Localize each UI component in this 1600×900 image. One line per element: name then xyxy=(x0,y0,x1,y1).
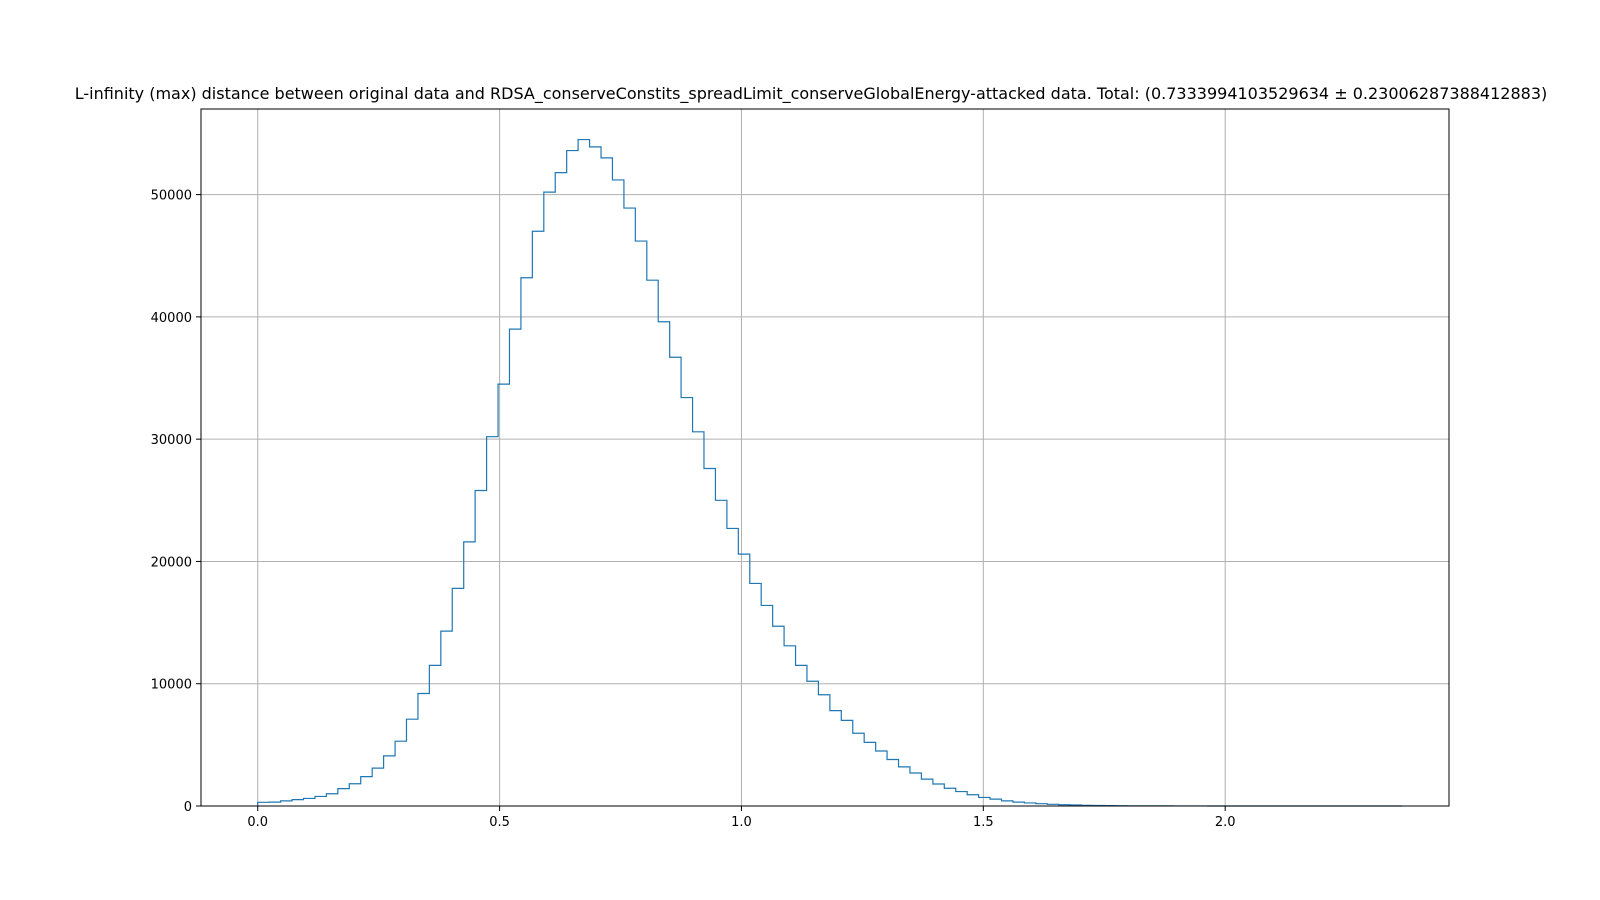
histogram-bin xyxy=(967,795,978,806)
histogram-bin xyxy=(555,173,566,806)
histogram-bin xyxy=(1013,802,1024,806)
histogram-bin xyxy=(658,322,669,806)
y-tick-label: 30000 xyxy=(151,433,192,448)
grid-lines xyxy=(201,109,1449,806)
histogram-bin xyxy=(899,767,910,806)
histogram-bin xyxy=(830,711,841,806)
histogram-bin xyxy=(338,789,349,806)
histogram-bin xyxy=(956,792,967,806)
x-tick-label: 1.0 xyxy=(731,815,752,830)
histogram-bin xyxy=(441,631,452,806)
histogram-bin xyxy=(281,801,292,806)
histogram-bin xyxy=(704,469,715,806)
histogram-bin xyxy=(693,432,704,806)
histogram-bin xyxy=(933,784,944,806)
histogram-bin xyxy=(773,626,784,806)
histogram-bin xyxy=(715,500,726,806)
histogram-bin xyxy=(487,437,498,806)
histogram-bin xyxy=(258,802,269,806)
y-tick-label: 20000 xyxy=(151,555,192,570)
histogram-bin xyxy=(864,742,875,806)
histogram-bin xyxy=(544,192,555,806)
histogram-bin xyxy=(464,542,475,806)
plot-area-frame xyxy=(200,108,1450,807)
histogram-bin xyxy=(384,756,395,806)
histogram-bin xyxy=(292,800,303,806)
histogram-bin xyxy=(921,779,932,806)
histogram-bin xyxy=(475,491,486,806)
x-axis: 0.0 0.5 1.0 1.5 2.0 xyxy=(247,806,1236,830)
histogram-bin xyxy=(418,694,429,806)
histogram-bin xyxy=(509,329,520,806)
histogram-bin xyxy=(269,802,280,806)
histogram-bin xyxy=(807,681,818,806)
histogram-bin xyxy=(429,665,440,806)
histogram-bin xyxy=(727,528,738,806)
histogram-bin xyxy=(750,583,761,806)
y-tick-label: 40000 xyxy=(151,311,192,326)
x-tick-label: 0.0 xyxy=(247,815,268,830)
histogram-bin xyxy=(532,231,543,806)
chart-title: L-infinity (max) distance between origin… xyxy=(75,84,1548,104)
histogram-bin xyxy=(796,665,807,806)
histogram-bin xyxy=(979,797,990,806)
histogram-bin xyxy=(647,280,658,806)
y-tick-label: 10000 xyxy=(151,678,192,693)
histogram-bin xyxy=(372,768,383,806)
histogram-bin xyxy=(349,784,360,806)
histogram-bin xyxy=(681,398,692,806)
histogram-bin xyxy=(841,720,852,806)
y-axis: 0 10000 20000 30000 40000 50000 xyxy=(151,189,201,815)
histogram-bin xyxy=(406,719,417,806)
histogram-bin xyxy=(876,751,887,806)
histogram-bin xyxy=(590,147,601,806)
histogram-bin xyxy=(498,384,509,806)
histogram-bin xyxy=(1002,801,1013,806)
histogram-bin xyxy=(315,796,326,806)
histogram-bin xyxy=(612,180,623,806)
histogram-bin xyxy=(670,357,681,806)
histogram-bin xyxy=(361,777,372,806)
histogram-bin xyxy=(521,278,532,806)
histogram-bin xyxy=(910,773,921,806)
histogram-bin xyxy=(853,733,864,806)
histogram-bin xyxy=(326,794,337,806)
histogram-bin xyxy=(738,554,749,806)
y-tick-label: 0 xyxy=(184,800,192,815)
histogram-bin xyxy=(635,241,646,806)
histogram-bin xyxy=(567,151,578,806)
histogram-bin xyxy=(304,798,315,806)
histogram-bin xyxy=(784,646,795,806)
x-tick-label: 0.5 xyxy=(489,815,510,830)
y-tick-label: 50000 xyxy=(151,189,192,204)
histogram-bin xyxy=(818,695,829,806)
x-tick-label: 1.5 xyxy=(973,815,994,830)
histogram-bin xyxy=(601,158,612,806)
histogram-bin xyxy=(624,208,635,806)
histogram-bin xyxy=(944,788,955,806)
histogram-bin xyxy=(990,799,1001,806)
histogram-bin xyxy=(395,741,406,806)
x-tick-label: 2.0 xyxy=(1215,815,1236,830)
histogram-bin xyxy=(578,140,589,806)
histogram-bin xyxy=(452,588,463,806)
histogram-bin xyxy=(761,605,772,806)
histogram-bin xyxy=(887,760,898,806)
